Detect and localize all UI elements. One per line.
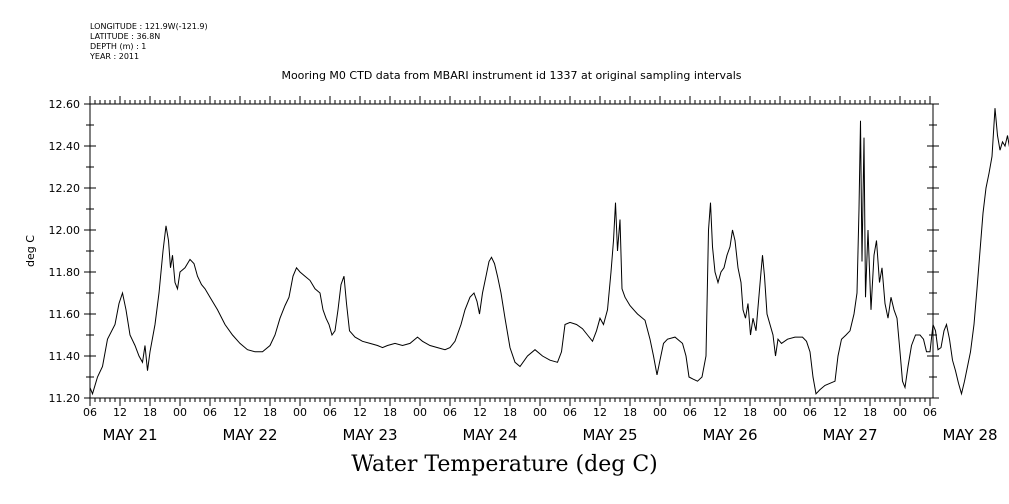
x-tick-label: 18 xyxy=(263,406,277,419)
year-label: YEAR : 2011 xyxy=(90,52,140,61)
day-label: MAY 26 xyxy=(702,426,757,444)
x-tick-label: 06 xyxy=(323,406,337,419)
y-tick-label: 11.60 xyxy=(49,308,81,321)
x-tick-label: 12 xyxy=(473,406,487,419)
y-tick-label: 12.00 xyxy=(49,224,81,237)
day-label: MAY 27 xyxy=(822,426,877,444)
chart-title: Mooring M0 CTD data from MBARI instrumen… xyxy=(281,69,742,82)
x-tick-label: 00 xyxy=(653,406,667,419)
x-tick-label: 00 xyxy=(413,406,427,419)
x-tick-label: 06 xyxy=(923,406,937,419)
x-tick-label: 00 xyxy=(293,406,307,419)
x-tick-label: 06 xyxy=(83,406,97,419)
x-tick-label: 12 xyxy=(233,406,247,419)
y-tick-label: 11.40 xyxy=(49,350,81,363)
x-tick-label: 18 xyxy=(383,406,397,419)
x-tick-label: 12 xyxy=(353,406,367,419)
x-tick-label: 00 xyxy=(773,406,787,419)
y-axis-label: deg C xyxy=(24,235,37,267)
longitude-label: LONGITUDE : 121.9W(-121.9) xyxy=(90,22,208,31)
x-tick-label: 12 xyxy=(593,406,607,419)
plot-frame xyxy=(89,103,934,399)
temperature-series-line xyxy=(89,108,1009,396)
x-tick-label: 06 xyxy=(803,406,817,419)
x-tick-label: 18 xyxy=(503,406,517,419)
y-tick-label: 11.80 xyxy=(49,266,81,279)
x-tick-label: 06 xyxy=(203,406,217,419)
day-label: MAY 23 xyxy=(342,426,397,444)
day-label: MAY 24 xyxy=(462,426,517,444)
day-label: MAY 21 xyxy=(102,426,157,444)
x-tick-label: 12 xyxy=(113,406,127,419)
x-tick-label: 06 xyxy=(563,406,577,419)
depth-label: DEPTH (m) : 1 xyxy=(90,42,147,51)
y-tick-label: 12.20 xyxy=(49,182,81,195)
x-tick-label: 18 xyxy=(743,406,757,419)
day-label: MAY 25 xyxy=(582,426,637,444)
chart-footer-title: Water Temperature (deg C) xyxy=(351,452,658,477)
y-tick-label: 11.20 xyxy=(49,392,81,405)
x-tick-label: 00 xyxy=(533,406,547,419)
x-tick-label: 12 xyxy=(833,406,847,419)
metadata-block: LONGITUDE : 121.9W(-121.9) LATITUDE : 36… xyxy=(90,22,208,62)
x-tick-label: 06 xyxy=(683,406,697,419)
x-tick-label: 18 xyxy=(143,406,157,419)
y-tick-label: 12.40 xyxy=(49,140,81,153)
x-tick-label: 12 xyxy=(713,406,727,419)
x-tick-label: 00 xyxy=(173,406,187,419)
day-label: MAY 22 xyxy=(222,426,277,444)
x-tick-label: 18 xyxy=(623,406,637,419)
y-tick-label: 12.60 xyxy=(49,98,81,111)
latitude-label: LATITUDE : 36.8N xyxy=(90,32,161,41)
x-tick-label: 06 xyxy=(443,406,457,419)
x-tick-label: 00 xyxy=(893,406,907,419)
day-label: MAY 28 xyxy=(942,426,997,444)
x-tick-label: 18 xyxy=(863,406,877,419)
